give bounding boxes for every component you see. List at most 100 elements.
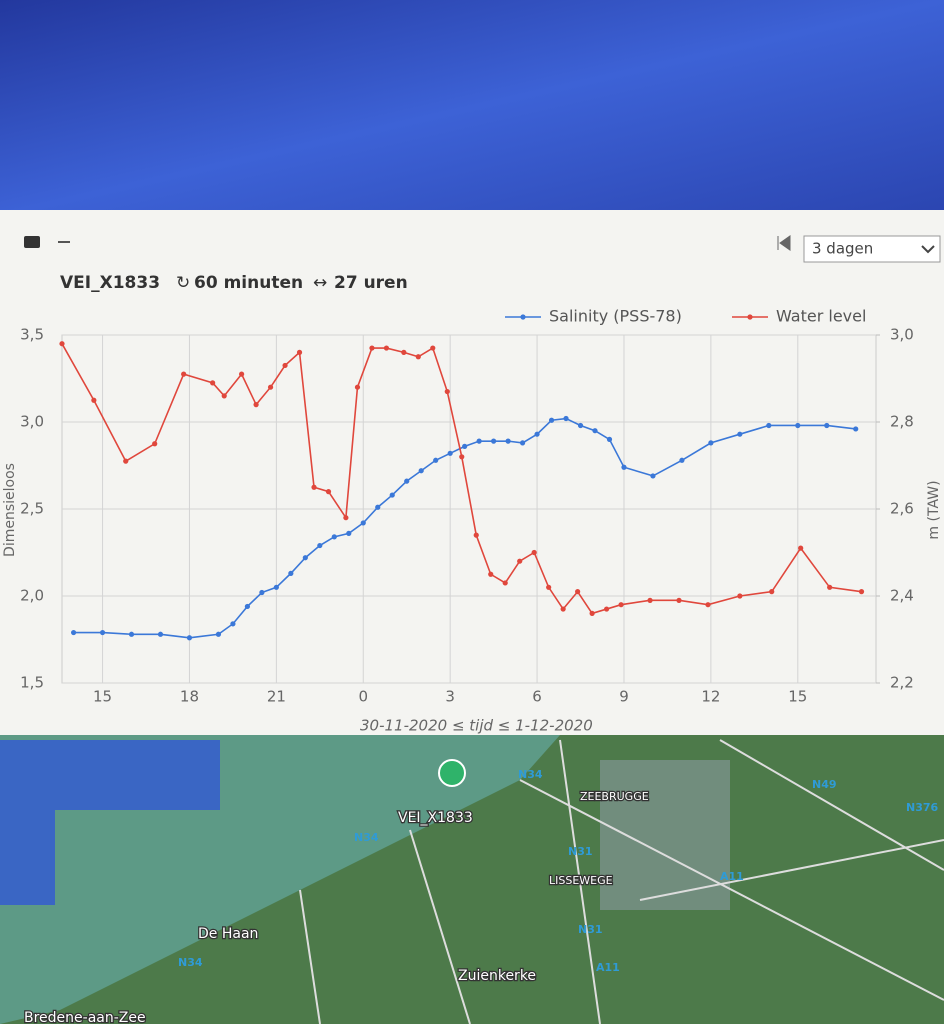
data-point [798,545,804,551]
data-point [534,431,540,437]
y-tick-label: 3,0 [20,413,44,431]
data-point [447,450,453,456]
y-tick-label: 3,5 [20,326,44,344]
data-point [647,597,653,603]
data-point [560,606,566,612]
data-point [354,384,361,390]
interval-icon: ↻ [176,273,190,293]
place-label: Bredene-aan-Zee [24,1010,146,1024]
data-point [517,558,523,564]
road-label: N49 [812,778,837,791]
y2-tick-label: 2,6 [890,500,914,518]
data-point [737,593,743,599]
data-point [311,484,317,490]
data-point [267,384,274,390]
data-point [531,549,537,556]
data-point [152,441,158,447]
data-point [415,354,421,360]
y-tick-label: 1,5 [20,674,44,692]
roads [299,739,944,1024]
y2-tick-label: 2,8 [890,413,914,431]
data-point [853,426,859,432]
data-point [273,584,279,590]
data-point [795,422,801,429]
series-line [73,417,856,639]
data-point [239,371,245,377]
data-point [375,504,381,510]
data-point [59,341,65,347]
data-point [577,422,584,429]
data-point [296,349,303,355]
data-point [433,457,439,463]
place-label: LISSEWEGE [549,874,613,887]
rewind-icon[interactable] [777,235,791,251]
data-point [253,402,259,408]
data-point [369,345,375,351]
plot: 1,5 2,0 2,5 3,0 3,5 2,2 2,4 2,6 2,8 3,0 15 18 21 0 3 6 9… [20,307,914,706]
data-point [766,422,772,429]
station-marker[interactable] [438,759,466,787]
place-label: ZEEBRUGGE [580,790,649,803]
series-line [61,343,862,615]
data-point [505,438,511,444]
place-label: De Haan [198,926,258,942]
data-point [563,415,569,422]
data-point [317,542,323,549]
harbour [600,760,730,910]
data-point [603,606,610,612]
legend-marker [747,314,753,320]
x-tick-label: 6 [532,688,542,706]
data-point [91,397,97,403]
x-tick-label: 18 [180,688,199,706]
data-point [360,520,366,526]
data-point [858,589,865,595]
map: N34 ZEEBRUGGE N49 N376 VEI_X1833 N34 N31… [0,735,944,1024]
place-label: Zuienkerke [458,968,536,984]
road-label: A11 [720,870,744,883]
data-point [708,440,714,446]
camera-icon[interactable] [24,236,40,248]
x-tick-label: 0 [358,688,368,706]
data-point [827,584,833,590]
data-point [221,393,227,399]
range-dropdown-text[interactable]: 3 dagen [812,240,873,258]
data-point [230,621,236,627]
desktop-background [0,0,944,215]
data-point [621,464,627,470]
sea-tile [0,810,55,905]
x-tick-label: 9 [619,688,629,706]
road-label: N34 [178,956,203,969]
span: 27 uren [334,273,408,293]
data-point [618,602,624,608]
data-point [325,489,332,495]
data-point [123,458,129,464]
data-point [459,454,465,460]
data-point [401,349,407,355]
road-label: N34 [518,768,543,781]
data-point [491,438,497,444]
data-point [288,570,294,576]
data-point [157,631,164,637]
data-point [244,603,250,610]
range-dropdown[interactable] [803,235,941,263]
legend-label: Salinity (PSS-78) [549,307,682,326]
data-point [181,371,187,377]
span-icon: ↔ [313,273,327,293]
dropdown-arrow[interactable] [921,245,935,254]
data-point [343,515,349,521]
data-point [769,589,775,595]
y-axis-title: Dimensieloos [2,463,18,557]
y2-axis-title: m (TAW) [926,480,942,539]
data-point [99,629,106,636]
x-tick-label: 15 [788,688,807,706]
road-label: N31 [578,923,603,936]
data-point [128,631,135,637]
data-point [548,417,555,423]
station-label: VEI_X1833 [398,810,473,826]
data-point [502,580,508,586]
data-point [259,589,265,596]
data-point [404,478,410,484]
y2-tick-label: 2,4 [890,587,914,605]
data-point [186,635,193,641]
